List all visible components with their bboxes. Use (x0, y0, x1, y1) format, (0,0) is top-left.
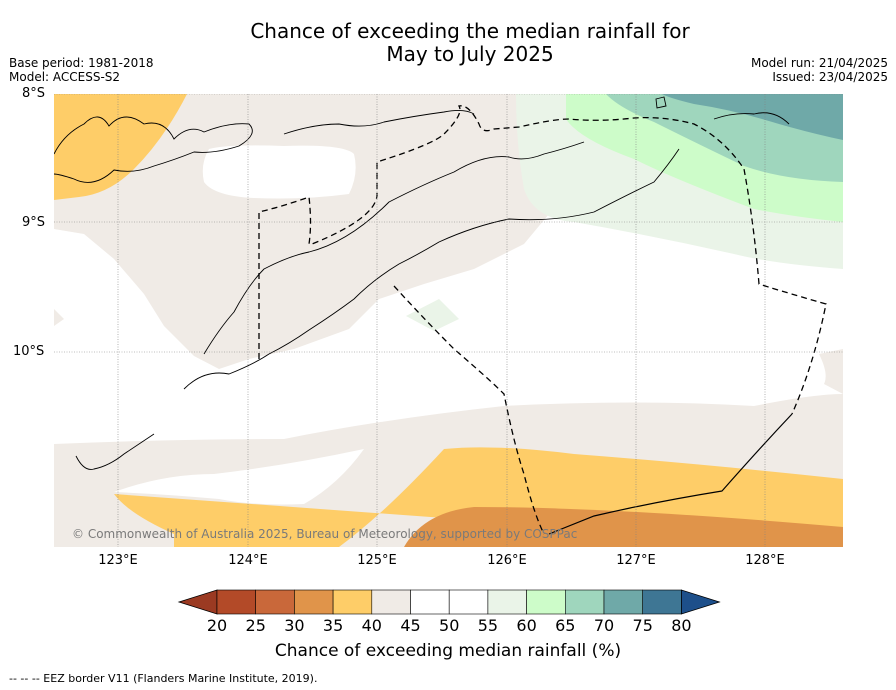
coastline-islet-1 (655, 96, 667, 109)
meta-left: Base period: 1981-2018 Model: ACCESS-S2 (9, 56, 154, 84)
eez-border-solid (548, 413, 793, 535)
colorbar (177, 589, 721, 615)
colorbar-tick-55: 55 (477, 616, 499, 635)
lon-label-126e: 126°E (487, 553, 527, 568)
coastline-timor-north (203, 141, 585, 355)
chart-title: Chance of exceeding the median rainfall … (0, 20, 896, 66)
colorbar-tick-40: 40 (361, 616, 382, 635)
colorbar-cell-45-50 (410, 589, 450, 615)
zone-40-45-west-strip (54, 309, 64, 326)
zone-35-40-northwest (54, 94, 187, 200)
colorbar-cell-30-35 (294, 589, 334, 615)
coastline-rote (75, 433, 155, 470)
colorbar-cell-55-60 (487, 589, 527, 615)
colorbar-tick-45: 45 (400, 616, 421, 635)
zone-40-45-east-edge (819, 349, 843, 394)
colorbar-tick-20: 20 (206, 616, 228, 635)
zone-40-45-north (54, 94, 549, 369)
zone-55-60-small-patch (406, 299, 459, 331)
colorbar-over-arrow (680, 589, 721, 615)
colorbar-under-arrow (177, 589, 218, 615)
colorbar-cell-75-80 (642, 589, 682, 615)
colorbar-tick-25: 25 (245, 616, 266, 635)
lat-label-8s: 8°S (22, 86, 46, 101)
title-line-2: May to July 2025 (386, 42, 554, 66)
colorbar-tick-75: 75 (632, 616, 653, 635)
coastlines (54, 96, 790, 470)
lon-label-124e: 124°E (228, 553, 268, 568)
zone-30-35-south (404, 507, 843, 547)
colorbar-cell-20-25 (216, 589, 257, 615)
colorbar-tick-80: 80 (671, 616, 692, 635)
colorbar-tick-50: 50 (439, 616, 460, 635)
eez-footnote: -- -- -- EEZ border V11 (Flanders Marine… (9, 672, 318, 685)
graticule (54, 94, 843, 547)
colorbar-cell-35-40 (332, 589, 373, 615)
title-line-1: Chance of exceeding the median rainfall … (250, 19, 690, 43)
eez-border (258, 105, 827, 415)
zone-white-south-gap (114, 449, 364, 505)
model-run-text: Model run: 21/04/2025 (750, 56, 888, 70)
lon-label-123e: 123°E (98, 553, 138, 568)
copyright-text: © Commonwealth of Australia 2025, Bureau… (72, 527, 578, 541)
colorbar-tick-65: 65 (555, 616, 576, 635)
colorbar-label: Chance of exceeding median rainfall (%) (274, 641, 622, 661)
colorbar-tick-30: 30 (284, 616, 305, 635)
coastline-aru-islands (713, 112, 790, 125)
colorbar-tick-60: 60 (516, 616, 537, 635)
eez-border-south (393, 285, 545, 535)
colorbar-cell-40-45 (371, 589, 411, 615)
coastline-alor-wetar (283, 109, 475, 135)
lat-label-9s: 9°S (22, 215, 46, 230)
coastline-flores-sumba (54, 116, 253, 183)
lon-label-128e: 128°E (745, 553, 785, 568)
zone-70-75-northeast (662, 94, 843, 140)
colorbar-cells (177, 589, 721, 615)
colorbar-cell-50-55 (448, 589, 489, 615)
colorbar-cell-70-75 (603, 589, 644, 615)
lon-label-127e: 127°E (616, 553, 656, 568)
zone-45-55-hole (202, 145, 356, 199)
colorbar-cell-65-70 (564, 589, 605, 615)
colorbar-cell-25-30 (255, 589, 295, 615)
lon-label-125e: 125°E (357, 553, 397, 568)
base-period-text: Base period: 1981-2018 (9, 56, 154, 70)
issued-text: Issued: 23/04/2025 (772, 70, 888, 84)
colorbar-cell-60-65 (526, 589, 566, 615)
lat-label-10s: 10°S (13, 344, 45, 359)
coastline-timor (183, 148, 680, 390)
colorbar-tick-70: 70 (593, 616, 615, 635)
rainfall-map (54, 94, 843, 547)
meta-right: Model run: 21/04/2025 Issued: 23/04/2025 (751, 56, 888, 84)
colorbar-tick-35: 35 (322, 616, 344, 635)
model-text: Model: ACCESS-S2 (9, 70, 121, 84)
